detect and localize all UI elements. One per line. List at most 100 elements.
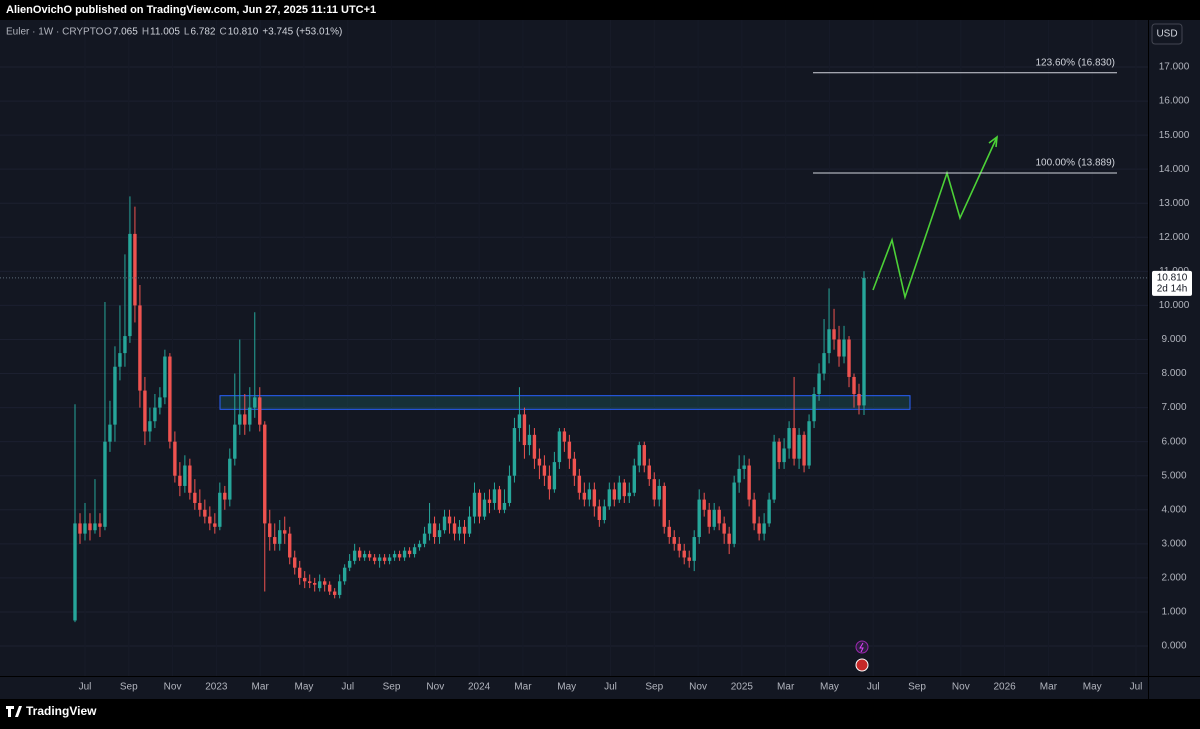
time-axis [0,677,1148,699]
candle-body [253,397,257,408]
candle-body [118,353,122,367]
candle-body [273,537,277,544]
candle-body [123,336,127,354]
candle-body [827,329,831,354]
candle-body [243,414,247,425]
candle-body [347,560,352,568]
symbol: Euler · 1W · CRYPTO [6,27,104,38]
legend-value: 6.782 [190,27,215,38]
legend-change: +3.745 (+53.01%) [262,27,342,38]
candle-body [562,431,567,442]
candle-body [88,523,92,531]
y-tick-label: 14.000 [1159,164,1190,175]
candle-body [397,554,402,558]
candle-body [642,445,646,466]
candle-body [283,530,287,534]
candle-body [497,489,502,510]
candle-body [93,523,97,531]
x-tick-label: Sep [645,682,663,693]
brand: TradingView [26,704,97,718]
candle-body [492,489,497,503]
candle-body [342,567,347,582]
last-price-label: 10.810 [1157,272,1188,283]
candle-body [652,479,656,500]
candle-body [308,581,312,584]
plot-area [0,20,1148,676]
candle-body [527,434,532,446]
candle-body [442,516,447,531]
candle-body [547,475,552,490]
candle-body [817,373,821,394]
candle-body [687,557,691,561]
candle-body [317,581,322,589]
candle-body [183,465,187,486]
candle-body [617,482,622,500]
candle-body [143,390,147,432]
x-tick-label: May [1083,682,1102,693]
candle-body [537,458,542,466]
candle-body [552,462,557,490]
x-tick-label: May [820,682,839,693]
candle-body [502,502,507,510]
candle-body [208,516,212,524]
candle-body [677,543,681,551]
candle-body [727,533,731,544]
candle-body [702,499,706,510]
candle-body [472,492,477,517]
candle-body [692,537,696,561]
x-tick-label: Mar [777,682,795,693]
candle-body [158,397,162,408]
x-tick-label: Nov [952,682,970,693]
x-tick-label: Nov [426,682,444,693]
y-tick-label: 9.000 [1161,334,1186,345]
candle-body [532,434,537,459]
economic-event-icon[interactable] [855,658,869,672]
x-tick-label: Nov [689,682,707,693]
candle-body [602,506,607,521]
candle-body [268,523,272,538]
candle-body [612,489,617,500]
candle-body [802,434,806,466]
candle-body [787,428,791,449]
candle-body [447,516,452,524]
y-tick-label: 16.000 [1159,96,1190,107]
y-tick-label: 2.000 [1161,573,1186,584]
candle-body [722,523,726,534]
candle-body [742,465,746,469]
candle-body [188,465,192,493]
x-tick-label: 2024 [468,682,491,693]
y-tick-label: 1.000 [1161,607,1186,618]
candle-body [777,441,781,463]
candle-body [597,506,602,521]
candle-body [477,492,482,517]
corner [1149,677,1200,699]
candle-body [637,445,641,466]
candle-body [178,475,182,486]
candle-body [417,543,422,548]
candle-body [807,421,811,466]
candle-body [622,482,627,497]
candle-body [577,475,582,493]
last-price-box [1152,270,1192,296]
candle-body [657,485,661,500]
candle-body [632,465,636,493]
candle-body [627,492,631,497]
legend-key: L [184,27,190,38]
candle-body [218,492,222,527]
candle-body [862,277,866,406]
candle-body [168,356,172,442]
candle-body [293,557,297,568]
legend-key: C [219,27,226,38]
candle-body [422,533,427,544]
candle-body [83,523,87,534]
candle-body [717,509,721,524]
x-tick-label: Nov [164,682,182,693]
candle-body [757,523,761,534]
candle-body [203,509,207,517]
candle-body [357,550,362,558]
candle-body [487,499,492,503]
zone [219,395,911,410]
event-icon[interactable] [855,640,869,654]
candle-body [103,441,107,527]
